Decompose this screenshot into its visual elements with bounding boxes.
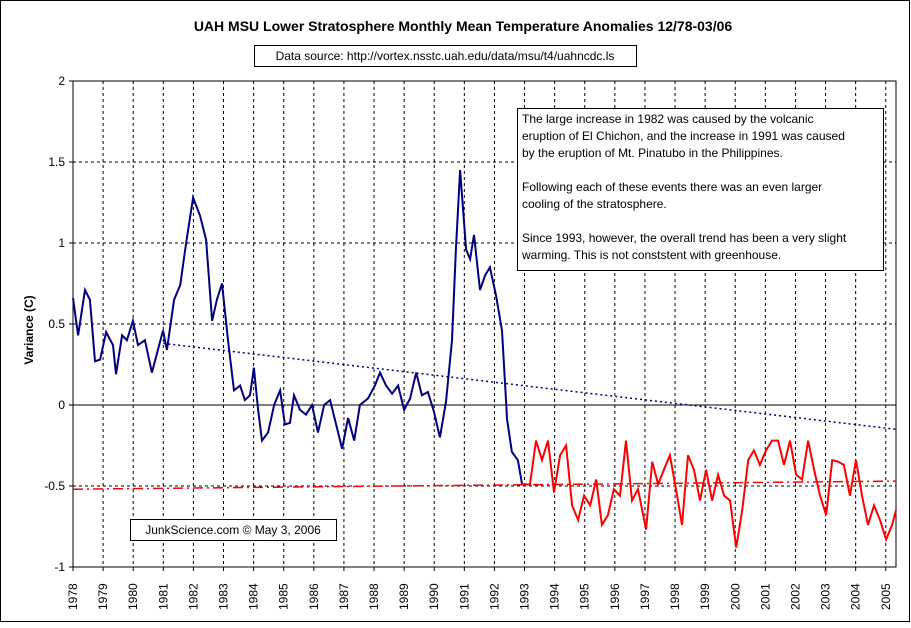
- x-tick-label: 1980: [126, 583, 140, 610]
- x-tick-label: 1994: [548, 583, 562, 610]
- x-tick-label: 1982: [186, 583, 200, 610]
- x-tick-label: 1986: [307, 583, 321, 610]
- x-tick-label: 2005: [879, 583, 893, 610]
- annotation-text: The large increase in 1982 was caused by…: [522, 112, 814, 126]
- annotation-text: Since 1993, however, the overall trend h…: [522, 231, 847, 245]
- y-tick-label: -0.5: [44, 479, 65, 493]
- data-line: [522, 439, 897, 548]
- y-tick-label: 1.5: [48, 155, 65, 169]
- x-tick-label: 1981: [156, 583, 170, 610]
- annotation-text: by the eruption of Mt. Pinatubo in the P…: [522, 146, 783, 160]
- y-tick-label: 0: [58, 398, 65, 412]
- x-tick-label: 1984: [247, 583, 261, 610]
- x-tick-label: 1996: [608, 583, 622, 610]
- x-tick-label: 2004: [849, 583, 863, 610]
- x-tick-label: 1990: [427, 583, 441, 610]
- x-tick-label: 1999: [698, 583, 712, 610]
- x-tick-label: 1979: [96, 583, 110, 610]
- annotation-text: warming. This is not conststent with gre…: [521, 248, 781, 262]
- y-tick-label: 2: [58, 74, 65, 88]
- x-tick-label: 1988: [367, 583, 381, 610]
- x-tick-label: 2001: [758, 583, 772, 610]
- x-tick-label: 1995: [578, 583, 592, 610]
- x-tick-label: 1978: [66, 583, 80, 610]
- subtitle-box: [254, 45, 637, 67]
- x-tick-label: 1985: [277, 583, 291, 610]
- x-tick-label: 1993: [518, 583, 532, 610]
- annotation-box: [517, 108, 884, 271]
- x-tick-label: 1987: [337, 583, 351, 610]
- y-tick-label: 0.5: [48, 317, 65, 331]
- x-tick-label: 2000: [728, 583, 742, 610]
- chart-title: UAH MSU Lower Stratosphere Monthly Mean …: [194, 18, 733, 34]
- x-tick-label: 1983: [217, 583, 231, 610]
- watermark: JunkScience.com © May 3, 2006: [145, 523, 321, 537]
- x-tick-label: 2003: [819, 583, 833, 610]
- x-tick-label: 1989: [397, 583, 411, 610]
- watermark-box: [130, 519, 337, 541]
- x-tick-label: 1997: [638, 583, 652, 610]
- x-tick-label: 1991: [457, 583, 471, 610]
- annotation-text: eruption of El Chichon, and the increase…: [522, 129, 845, 143]
- x-tick-label: 1992: [487, 583, 501, 610]
- annotation-text: Following each of these events there was…: [522, 180, 822, 194]
- trend-line: [72, 480, 897, 490]
- y-tick-label: 1: [58, 236, 65, 250]
- data-line: [72, 170, 524, 485]
- subtitle: Data source: http://vortex.nsstc.uah.edu…: [276, 49, 615, 63]
- plot-border: [72, 80, 897, 568]
- x-tick-label: 1998: [668, 583, 682, 610]
- y-axis-label: Variance (C): [22, 295, 36, 364]
- y-tick-label: -1: [54, 560, 65, 574]
- annotation-text: cooling of the stratosphere.: [522, 197, 667, 211]
- x-tick-label: 2002: [788, 583, 802, 610]
